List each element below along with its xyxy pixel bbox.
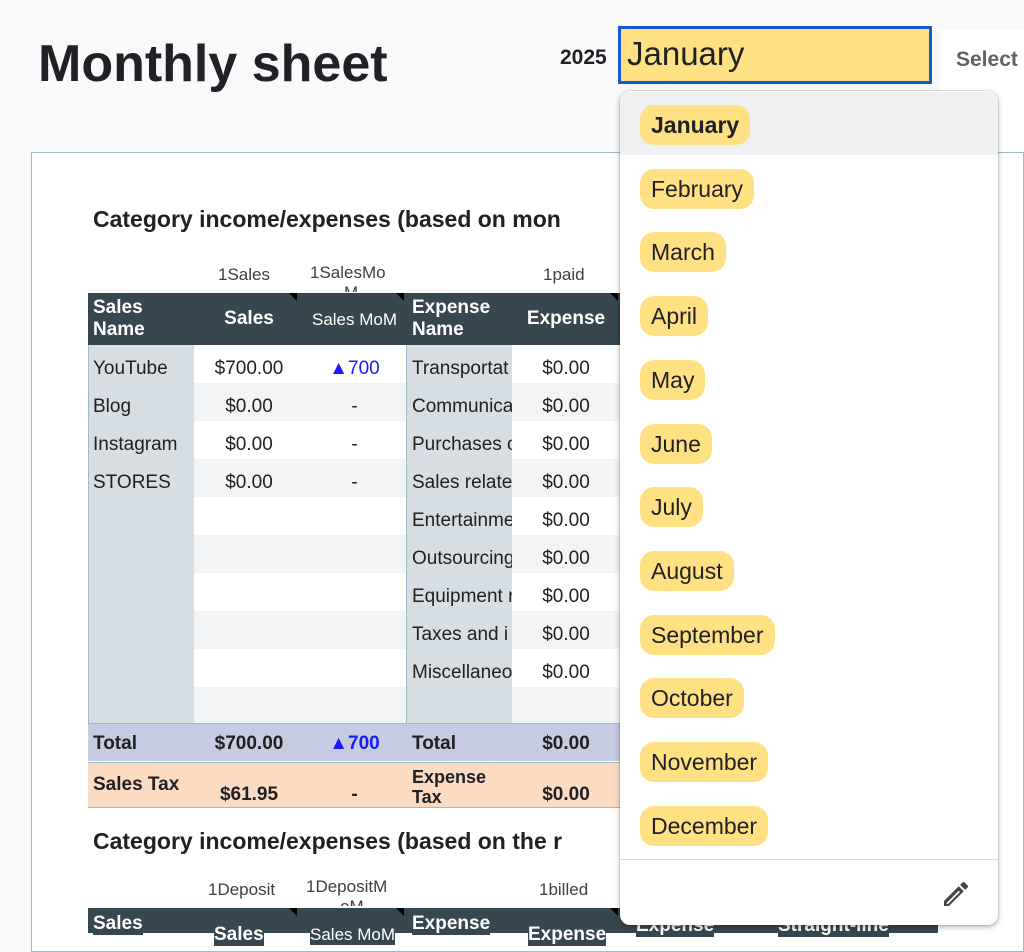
col-header-sales-name[interactable]: Sales Name [88,297,193,341]
month-chip: February [640,168,755,209]
col2-header-sales-name[interactable]: Sales [93,913,143,935]
note-marker [396,908,404,916]
month-option-october[interactable]: October [620,665,998,728]
month-option-december[interactable]: December [620,793,998,856]
sales-tax-value[interactable]: $61.95 [219,784,279,805]
sales-row-value[interactable]: $700.00 [214,358,284,379]
month-option-march[interactable]: March [620,219,998,282]
sales-row-name[interactable]: YouTube [93,358,168,379]
month-option-november[interactable]: November [620,729,998,792]
expense-row-name[interactable]: Miscellaneo [412,662,512,683]
expense-row-name[interactable]: Purchases o [412,434,512,455]
month-option-august[interactable]: August [620,538,998,601]
sales-row-value[interactable]: $0.00 [225,396,273,417]
month-chip: September [640,614,775,655]
sales-tax-label: Sales Tax [93,774,180,795]
note-sales: 1Sales [218,265,270,284]
expense-row-value[interactable]: $0.00 [542,396,590,417]
expense-row-name[interactable]: Entertainme [412,510,512,531]
col-header-expense[interactable]: Expense [512,308,620,330]
col2-header-sales-mom[interactable]: Sales MoM [310,925,396,945]
month-chip: October [640,678,744,719]
note-marker [610,908,618,916]
select-hint: Select [956,48,1018,71]
sales-row-name[interactable]: Blog [93,396,132,417]
col-header-sales[interactable]: Sales [194,308,304,330]
total-exp-label: Total [412,733,456,754]
col2-header-sales[interactable]: Sales [214,924,264,946]
sales-row-value[interactable]: $0.00 [225,434,273,455]
sales-row-value[interactable]: $0.00 [225,472,273,493]
col-header-sales-mom[interactable]: Sales MoM [304,310,405,330]
section1-title: Category income/expenses (based on mon [93,206,561,232]
month-option-june[interactable]: June [620,411,998,474]
month-chip: November [640,742,769,782]
dropdown-divider [620,859,998,860]
month-option-april[interactable]: April [620,283,998,346]
year-label: 2025 [560,46,607,69]
expense-row-value[interactable]: $0.00 [542,586,590,607]
month-chip: July [640,487,703,528]
note-deposit: 1Deposit [208,880,276,899]
expense-row-name[interactable]: Transportat [412,358,509,379]
sales-row-name[interactable]: Instagram [93,434,178,455]
sales-row-mom[interactable]: - [351,472,358,493]
col-header-expense-name[interactable]: Expense Name [407,297,512,341]
total-sales[interactable]: $700.00 [214,733,284,754]
expense-row-value[interactable]: $0.00 [542,662,590,683]
month-chip: January [640,105,751,145]
pencil-icon[interactable] [940,878,972,910]
note-salesmom: 1SalesMo [310,263,386,282]
note-salesmom-2: M [344,283,358,292]
sales-row-mom[interactable]: - [351,396,358,417]
page-title: Monthly sheet [38,35,388,93]
month-dropdown: January February March April May June Ju… [620,91,998,925]
note-marker [610,293,618,301]
expense-tax-label: Expense Tax [412,767,487,807]
note-marker [396,293,404,301]
month-chip: December [640,805,769,846]
month-option-september[interactable]: September [620,602,998,665]
sales-row-mom[interactable]: - [351,434,358,455]
sales-tax-mom[interactable]: - [351,784,358,805]
sales-row-mom[interactable]: ▲700 [329,358,380,379]
month-select[interactable]: January [618,26,932,84]
note-billed: 1billed [539,880,589,899]
expense-row-name[interactable]: Outsourcing [412,548,512,569]
expense-row-value[interactable]: $0.00 [542,434,590,455]
note-paid: 1paid [543,265,585,284]
expense-row-value[interactable]: $0.00 [542,510,590,531]
month-chip: April [640,296,709,337]
month-chip: August [640,550,734,591]
expense-row-value[interactable]: $0.00 [542,472,590,493]
total-expense[interactable]: $0.00 [542,733,590,754]
expense-row-value[interactable]: $0.00 [542,624,590,645]
note-depositmom-2: oM [340,897,364,906]
expense-row-name[interactable]: Equipment r [412,586,512,607]
total-label: Total [93,733,137,754]
month-option-january[interactable]: January [620,92,998,155]
note-marker [289,908,297,916]
section2-title: Category income/expenses (based on the r [93,828,563,854]
col2-header-expense-name[interactable]: Expense [412,913,491,935]
sales-row-name[interactable]: STORES [93,472,171,493]
col2-header-expense[interactable]: Expense [528,924,607,946]
month-chip: May [640,359,706,400]
expense-row-name[interactable]: Sales relate [412,472,512,493]
expense-row-name[interactable]: Taxes and i [412,624,509,645]
expense-row-value[interactable]: $0.00 [542,548,590,569]
expense-tax-value[interactable]: $0.00 [542,784,590,805]
month-option-july[interactable]: July [620,474,998,537]
expense-row-value[interactable]: $0.00 [542,358,590,379]
month-chip: June [640,423,712,464]
month-option-february[interactable]: February [620,156,998,219]
month-chip: March [640,232,726,273]
month-option-may[interactable]: May [620,347,998,410]
note-depositmom: 1DepositM [306,877,388,896]
note-marker [289,293,297,301]
expense-row-name[interactable]: Communica [412,396,512,417]
total-sales-mom[interactable]: ▲700 [329,733,380,754]
